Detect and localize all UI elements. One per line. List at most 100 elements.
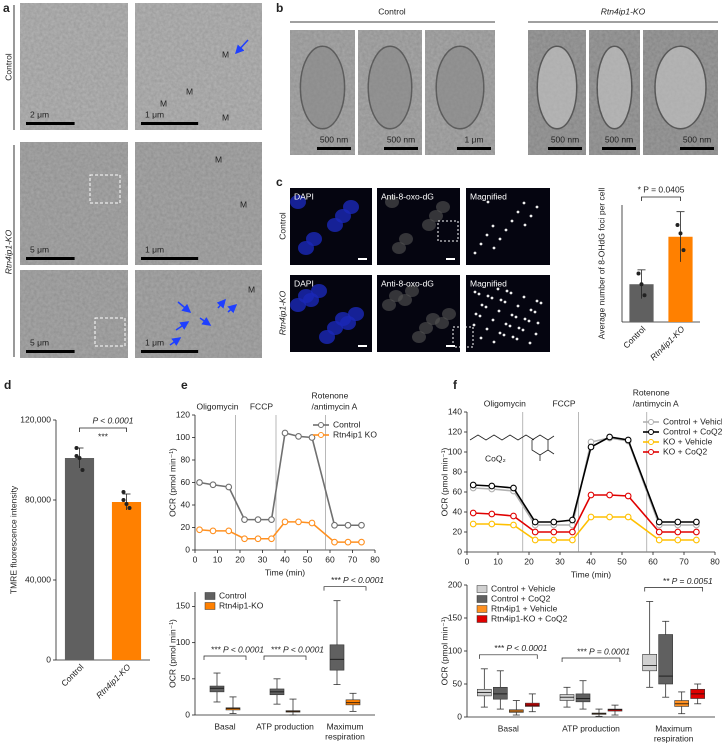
mitochondrion (299, 45, 346, 130)
focus (516, 304, 520, 308)
significance-bracket (641, 196, 681, 201)
legend-marker (648, 419, 654, 425)
focus (528, 341, 532, 345)
channel-label: Anti-8-oxo-dG (381, 278, 434, 288)
y-tick-label: 120 (448, 426, 462, 436)
y-tick-label: 200 (448, 579, 462, 589)
y-tick-label: 20 (453, 526, 463, 536)
y-tick-label: 120,000 (20, 414, 51, 424)
focus (509, 291, 513, 295)
x-tick-label: 50 (303, 554, 313, 564)
scale-bar (141, 122, 199, 125)
p-value: P = 0.0051 (672, 576, 713, 586)
focus (499, 298, 503, 302)
nucleus (422, 219, 436, 231)
scale-bar-label: 500 nm (320, 134, 348, 144)
data-point (225, 483, 233, 491)
data-point (74, 454, 79, 458)
data-point (674, 518, 682, 526)
row-label: Rtn4ip1-KO (3, 229, 13, 274)
focus (486, 200, 490, 204)
legend-swatch (476, 585, 488, 593)
legend-marker (648, 429, 654, 435)
data-point (121, 490, 126, 494)
y-axis-label: OCR (pmol min⁻¹) (439, 447, 449, 516)
data-point (124, 502, 129, 506)
y-tick-label: 20 (181, 522, 191, 532)
nucleus (426, 313, 440, 325)
row-label: Control (3, 53, 13, 81)
y-axis-label: Average number of 8-OHdG foci per cell (596, 188, 606, 340)
data-point (469, 481, 477, 489)
significance-bracket (561, 657, 621, 662)
significance-stars: *** (98, 431, 109, 441)
p-value: P < 0.0001 (283, 644, 324, 654)
scale-bar-label: 1 μm (145, 337, 164, 347)
box (575, 693, 591, 703)
focus (477, 292, 481, 296)
focus (510, 313, 514, 317)
data-point (642, 293, 647, 298)
y-tick-label: 140 (448, 406, 462, 416)
data-point (550, 536, 558, 544)
data-point (655, 518, 663, 526)
mitochondrion (435, 45, 485, 130)
y-tick-label: 40 (181, 499, 191, 509)
micrograph (466, 275, 550, 352)
data-point (331, 538, 338, 546)
y-axis-label: TMRE fluorescence intensity (8, 485, 18, 594)
focus (522, 201, 526, 205)
arrow (216, 298, 226, 309)
focus (534, 332, 538, 336)
nucleus (306, 232, 322, 246)
focus (479, 242, 483, 246)
focus (504, 322, 508, 326)
nucleus (311, 284, 327, 298)
inset-box (89, 174, 121, 204)
focus (505, 289, 509, 293)
p-value: P = 0.0001 (589, 646, 630, 656)
mito-marker: M (240, 199, 247, 209)
focus (514, 315, 518, 319)
x-tick-label: 80 (370, 554, 380, 564)
y-tick-label: 80 (453, 466, 463, 476)
p-value: P < 0.0001 (506, 643, 547, 653)
series-line (473, 494, 697, 533)
focus (473, 290, 477, 294)
data-point (241, 516, 248, 523)
y-tick-label: 0 (185, 709, 190, 719)
focus (502, 333, 506, 337)
micrograph (135, 3, 262, 130)
nucleus (392, 242, 406, 254)
x-tick-label: 30 (258, 554, 268, 564)
significance-stars: *** (211, 644, 222, 654)
legend-label: KO + CoQ2 (663, 446, 707, 456)
x-tick-label: Maximum (655, 723, 692, 733)
y-tick-label: 100 (176, 637, 190, 647)
scale-bar (680, 147, 714, 150)
significance-label: * P = 0.0405 (638, 184, 685, 194)
y-tick-label: 150 (176, 601, 190, 611)
bar (111, 502, 142, 660)
mitochondrion (367, 45, 413, 130)
data-point (344, 521, 352, 529)
data-point (606, 491, 613, 499)
y-tick-label: 150 (448, 612, 462, 622)
data-point (678, 231, 683, 236)
data-point (308, 519, 316, 527)
focus (516, 210, 520, 214)
data-point (693, 528, 700, 536)
focus (515, 337, 519, 341)
micrograph (20, 270, 128, 358)
legend-label: Rtn4ip1-KO (219, 600, 264, 610)
box (642, 653, 657, 672)
data-point (196, 479, 203, 486)
mito-marker: M (215, 154, 222, 164)
y-tick-label: 80 (181, 454, 191, 464)
data-point (569, 528, 576, 536)
channel-label: Magnified (470, 278, 507, 288)
x-tick-label: 20 (524, 556, 534, 566)
focus (535, 299, 539, 303)
channel-label: Anti-8-oxo-dG (381, 191, 434, 201)
